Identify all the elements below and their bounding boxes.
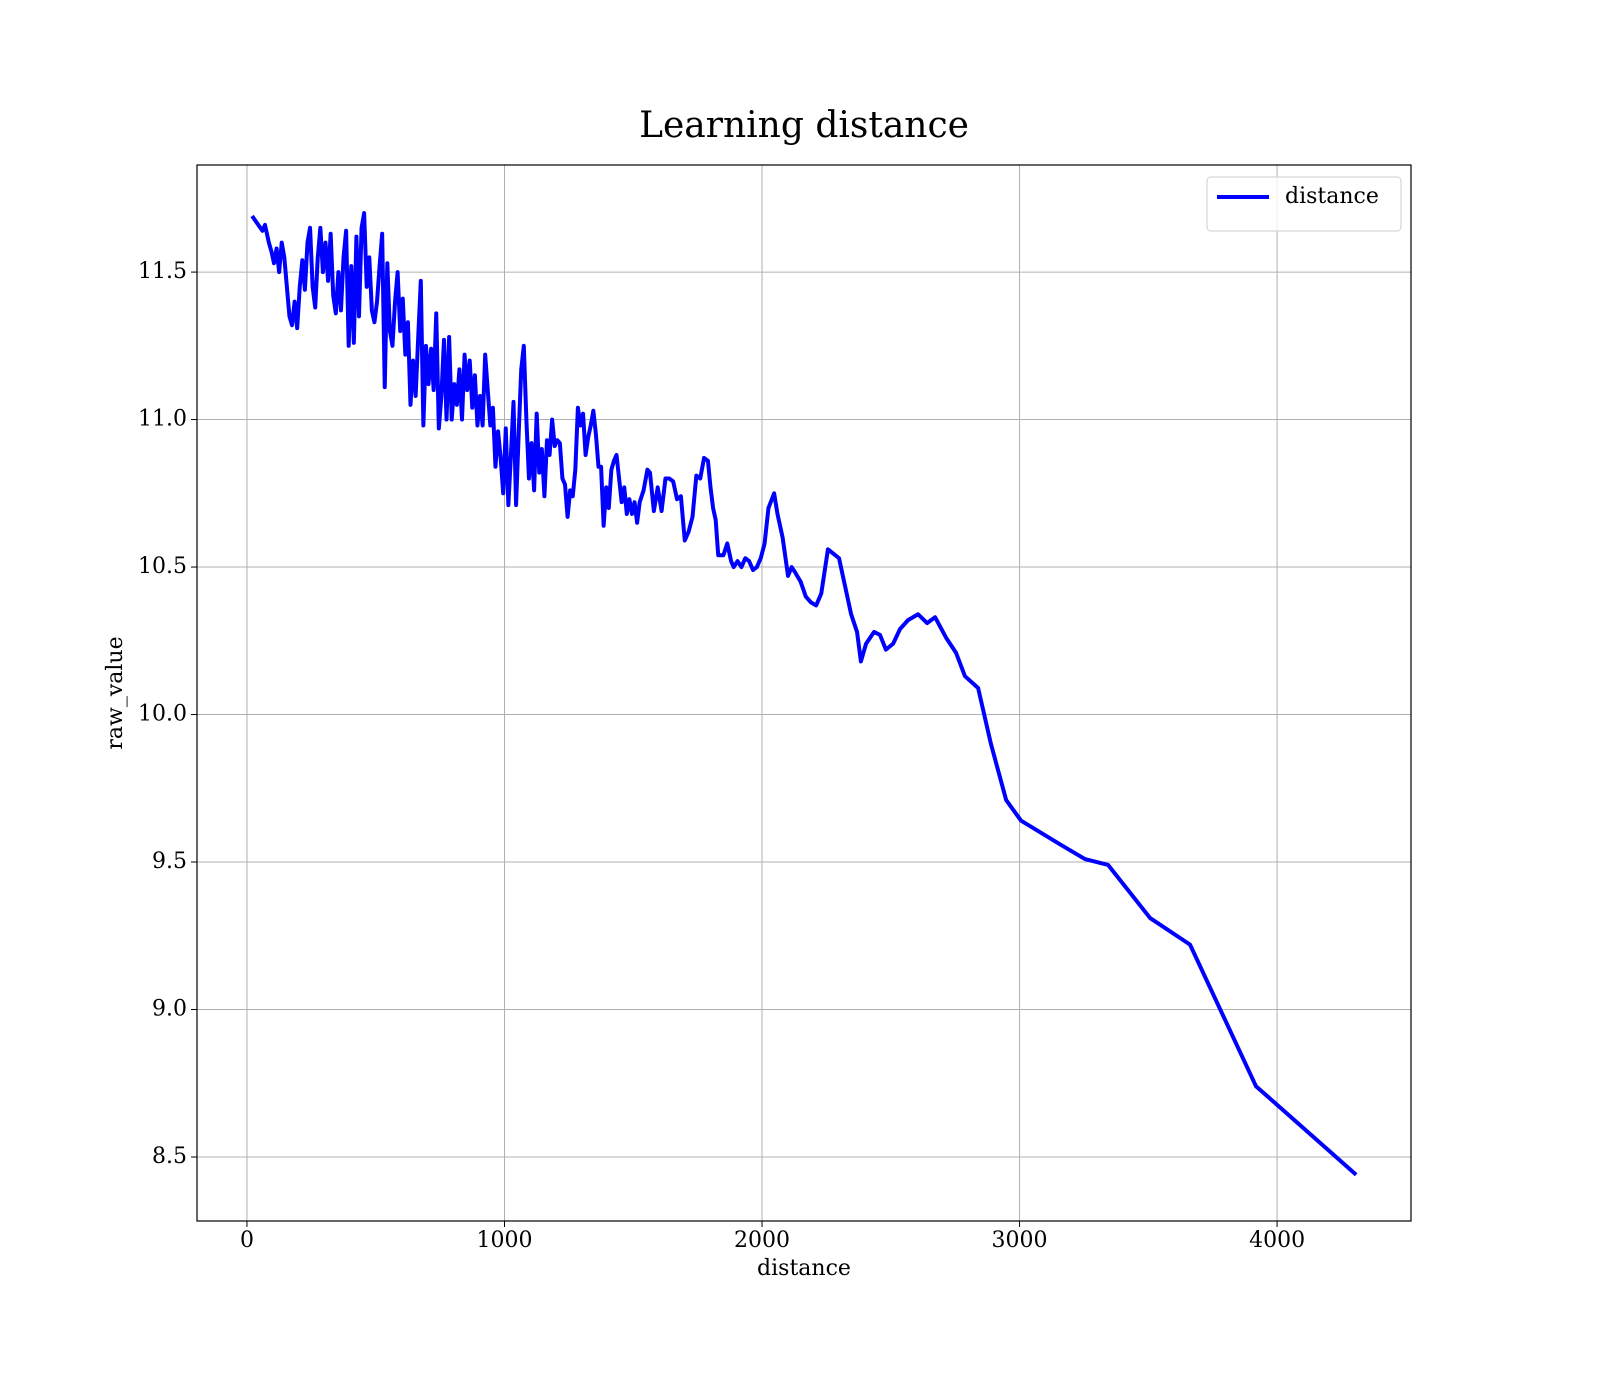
legend-label: distance (1285, 184, 1379, 209)
x-tick-label: 3000 (992, 1228, 1048, 1253)
y-axis-label: raw_value (103, 636, 128, 749)
y-tick-label: 9.5 (152, 849, 187, 874)
plot-frame (196, 164, 1412, 1222)
legend: distance (1206, 176, 1402, 232)
legend-box (1206, 176, 1402, 232)
y-tick-label: 10.5 (138, 554, 187, 579)
x-tick-label: 2000 (734, 1228, 790, 1253)
x-tick-label: 1000 (476, 1228, 532, 1253)
y-tick-label: 10.0 (138, 702, 187, 727)
x-tick-label: 0 (240, 1228, 254, 1253)
y-tick-label: 11.0 (138, 407, 187, 432)
chart-title: Learning distance (639, 105, 969, 146)
y-tick-label: 9.0 (152, 997, 187, 1022)
y-tick-label: 11.5 (138, 259, 187, 284)
data-line (250, 211, 1358, 1177)
x-tick-label: 4000 (1249, 1228, 1305, 1253)
x-axis-label: distance (757, 1256, 851, 1281)
y-tick-label: 8.5 (152, 1144, 187, 1169)
